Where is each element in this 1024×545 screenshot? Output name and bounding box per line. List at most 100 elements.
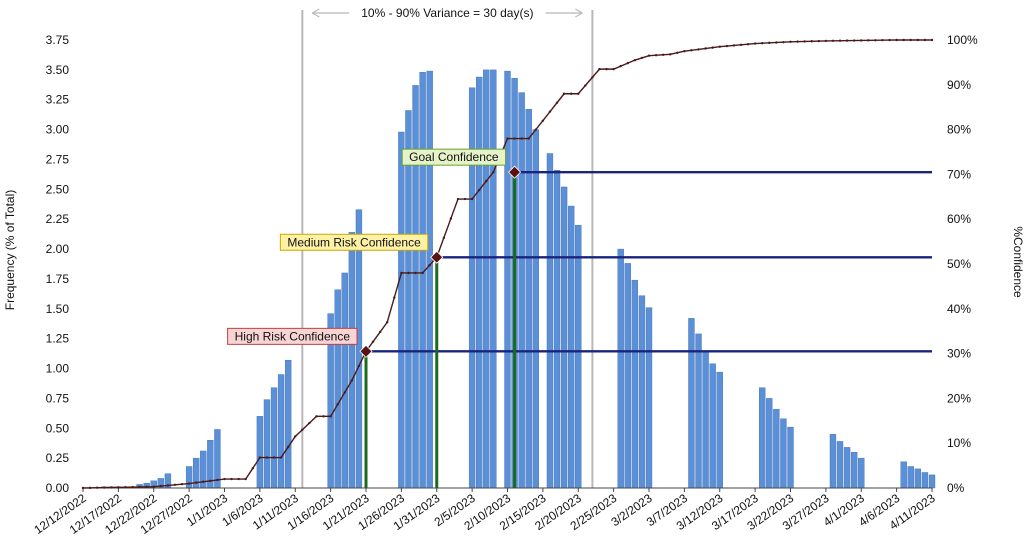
y-left-tick-label: 1.75 bbox=[46, 272, 70, 286]
cumulative-line-point bbox=[407, 271, 410, 275]
y-right-tick-label: 90% bbox=[947, 78, 971, 92]
histogram-bar bbox=[419, 72, 426, 489]
y-left-tick-label: 0.00 bbox=[46, 481, 70, 495]
cumulative-line-point bbox=[817, 39, 820, 43]
histogram-bar bbox=[277, 374, 285, 489]
cumulative-line-point bbox=[216, 478, 219, 482]
cumulative-line-point bbox=[223, 477, 226, 481]
cumulative-line-point bbox=[598, 67, 601, 71]
histogram-bar bbox=[426, 70, 433, 489]
cumulative-line-point bbox=[605, 67, 608, 71]
cumulative-line-point bbox=[131, 485, 134, 489]
cumulative-line-point bbox=[824, 39, 828, 43]
cumulative-line-point bbox=[159, 484, 163, 488]
cumulative-line-point bbox=[541, 119, 545, 122]
cumulative-line-point bbox=[753, 42, 757, 45]
cumulative-line-point bbox=[470, 197, 474, 201]
histogram-bar bbox=[518, 92, 525, 489]
cumulative-line-point bbox=[725, 44, 729, 48]
histogram-bar bbox=[702, 350, 709, 489]
confidence-label-text: Medium Risk Confidence bbox=[287, 235, 421, 249]
cumulative-line-point bbox=[251, 467, 254, 470]
cumulative-line-point bbox=[761, 42, 764, 45]
cumulative-line-point bbox=[810, 40, 813, 43]
histogram-bar bbox=[263, 399, 271, 489]
cumulative-line-point bbox=[173, 483, 177, 486]
variance-arrowhead-right bbox=[575, 8, 583, 18]
cumulative-line-point bbox=[265, 456, 269, 459]
cumulative-line-point bbox=[456, 197, 460, 201]
cumulative-line-point bbox=[676, 51, 679, 54]
cumulative-line-point bbox=[860, 39, 863, 42]
y-left-tick-label: 1.00 bbox=[46, 362, 70, 376]
y-left-tick-label: 2.75 bbox=[46, 152, 70, 166]
cumulative-line-point bbox=[916, 38, 920, 42]
histogram-bar bbox=[836, 441, 844, 489]
cumulative-line-point bbox=[110, 486, 113, 489]
cumulative-line-point bbox=[336, 403, 339, 406]
histogram-bar bbox=[900, 461, 907, 489]
cumulative-line-point bbox=[569, 92, 573, 95]
y-left-tick-label: 3.75 bbox=[46, 33, 70, 47]
y-right-tick-label: 80% bbox=[947, 123, 971, 137]
cumulative-line-point bbox=[626, 61, 629, 65]
histogram-bar bbox=[355, 209, 363, 489]
cumulative-line-point bbox=[746, 43, 750, 46]
histogram-bar bbox=[256, 416, 264, 489]
confidence-marker-diamond bbox=[359, 344, 373, 358]
y-left-tick-label: 2.00 bbox=[46, 242, 70, 256]
cumulative-line-point bbox=[888, 38, 891, 42]
cumulative-line-point bbox=[704, 47, 707, 50]
histogram-bar bbox=[716, 371, 723, 489]
cumulative-line-point bbox=[294, 435, 297, 438]
cumulative-line-point bbox=[513, 137, 516, 140]
histogram-bar bbox=[185, 466, 193, 489]
histogram-bars bbox=[101, 69, 936, 489]
cumulative-line-point bbox=[732, 44, 736, 47]
cumulative-line-point bbox=[81, 486, 85, 490]
cumulative-line-point bbox=[478, 188, 481, 192]
histogram-bar bbox=[709, 363, 716, 489]
histogram-bar bbox=[568, 205, 575, 489]
histogram-bar bbox=[695, 333, 702, 489]
histogram-bar bbox=[476, 76, 483, 489]
cumulative-line-point bbox=[272, 456, 276, 459]
histogram-bar bbox=[553, 170, 561, 489]
confidence-label-box bbox=[227, 327, 358, 345]
y-right-tick-label: 20% bbox=[947, 391, 971, 405]
confidence-label: High Risk Confidence bbox=[227, 327, 358, 345]
histogram-bar bbox=[766, 398, 773, 489]
cumulative-line-point bbox=[322, 415, 325, 418]
cumulative-line-point bbox=[591, 76, 594, 79]
cumulative-line-point bbox=[697, 48, 700, 51]
cumulative-line-point bbox=[103, 486, 106, 489]
cumulative-line-point bbox=[88, 486, 92, 490]
variance-arrowhead-left bbox=[312, 8, 320, 18]
histogram-bar bbox=[532, 129, 539, 489]
cumulative-line-point bbox=[739, 43, 743, 47]
histogram-bar bbox=[780, 418, 787, 489]
cumulative-line-point bbox=[555, 101, 559, 104]
histogram-bar bbox=[773, 408, 780, 489]
cumulative-line-point bbox=[902, 38, 905, 42]
cumulative-line-point bbox=[485, 179, 488, 183]
y-right-tick-label: 100% bbox=[947, 33, 978, 47]
cumulative-line-point bbox=[187, 482, 191, 485]
histogram-bar bbox=[638, 295, 646, 489]
y-right-tick-label: 40% bbox=[947, 302, 971, 316]
histogram-bar bbox=[525, 109, 532, 489]
cumulative-line-point bbox=[421, 271, 424, 275]
cumulative-line-point bbox=[782, 40, 785, 44]
histogram-bar bbox=[546, 153, 554, 489]
y-left-tick-label: 2.25 bbox=[46, 212, 70, 226]
cumulative-line-point bbox=[930, 38, 934, 42]
cumulative-line-point bbox=[506, 137, 509, 140]
cumulative-line-point bbox=[195, 481, 198, 484]
histogram-bar bbox=[285, 359, 292, 489]
cumulative-line-point bbox=[718, 45, 721, 48]
y-left-tick-label: 1.25 bbox=[46, 332, 70, 346]
cumulative-line-point bbox=[301, 428, 304, 431]
histogram-bar bbox=[270, 387, 278, 489]
cumulative-confidence-line bbox=[81, 38, 934, 490]
histogram-bar bbox=[921, 472, 929, 489]
